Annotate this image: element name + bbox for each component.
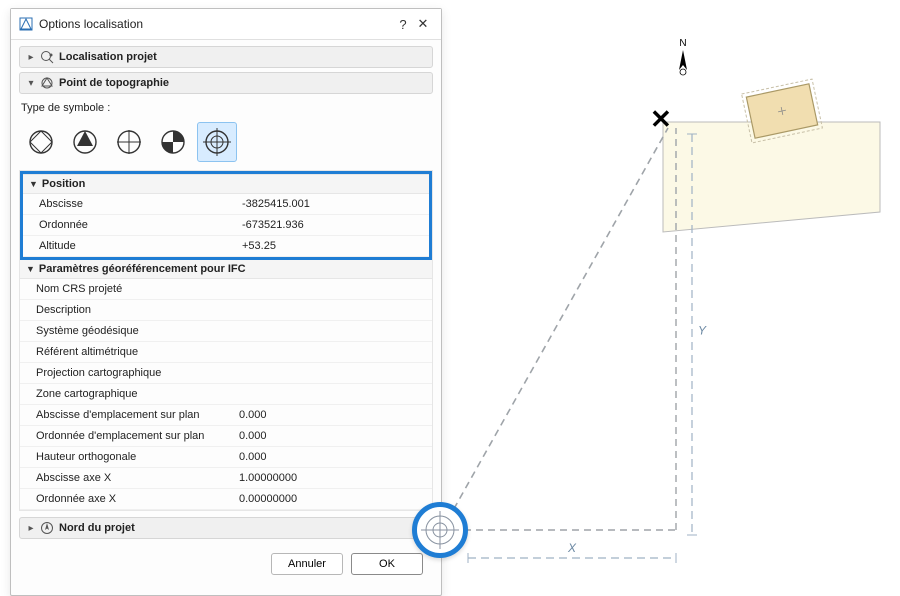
titlebar: Options localisation ? ✕ — [11, 9, 441, 40]
position-rows: Abscisse-3825415.001Ordonnée-673521.936A… — [23, 194, 429, 257]
chevron-right-icon: ▸ — [26, 523, 36, 534]
section-nord-projet[interactable]: ▸ Nord du projet — [19, 517, 433, 539]
property-key: Projection cartographique — [20, 365, 235, 381]
section-point-topographie[interactable]: ▾ Point de topographie — [19, 72, 433, 94]
dialog-body: ▸ Localisation projet ▾ Point de topogra… — [11, 40, 441, 595]
property-key: Zone cartographique — [20, 386, 235, 402]
dimension-x-label: X — [567, 541, 577, 555]
property-row: Ordonnée d'emplacement sur plan0.000 — [20, 426, 432, 447]
group-ifc[interactable]: ▼ Paramètres géoréférencement pour IFC — [20, 260, 432, 279]
property-key: Système géodésique — [20, 323, 235, 339]
property-key: Description — [20, 302, 235, 318]
property-row: Ordonnée axe X0.00000000 — [20, 489, 432, 510]
symbol-option-3[interactable] — [109, 122, 149, 162]
property-key: Hauteur orthogonale — [20, 449, 235, 465]
symbol-option-1[interactable] — [21, 122, 61, 162]
property-row: Système géodésique — [20, 321, 432, 342]
property-key: Nom CRS projeté — [20, 281, 235, 297]
property-key: Abscisse — [23, 196, 238, 212]
property-row: Altitude+53.25 — [23, 236, 429, 257]
property-row: Nom CRS projeté — [20, 279, 432, 300]
property-key: Ordonnée d'emplacement sur plan — [20, 428, 235, 444]
symbol-option-5[interactable] — [197, 122, 237, 162]
property-row: Référent altimétrique — [20, 342, 432, 363]
compass-label: N — [679, 38, 686, 49]
property-key: Abscisse d'emplacement sur plan — [20, 407, 235, 423]
property-key: Ordonnée axe X — [20, 491, 235, 507]
symbol-option-4[interactable] — [153, 122, 193, 162]
property-row: Abscisse-3825415.001 — [23, 194, 429, 215]
chevron-right-icon: ▸ — [26, 52, 36, 63]
cancel-button[interactable]: Annuler — [271, 553, 343, 575]
group-label: Position — [42, 178, 85, 190]
position-highlight: ▼ Position Abscisse-3825415.001Ordonnée-… — [20, 171, 432, 260]
survey-point-marker: ✕ — [650, 104, 672, 135]
dimension-y-label: Y — [698, 324, 707, 338]
property-row: Abscisse d'emplacement sur plan0.000 — [20, 405, 432, 426]
property-row: Ordonnée-673521.936 — [23, 215, 429, 236]
symbol-type-label: Type de symbole : — [19, 98, 433, 120]
options-localisation-dialog: Options localisation ? ✕ ▸ Localisation … — [10, 8, 442, 596]
section-label: Nord du projet — [59, 522, 135, 534]
dialog-footer: Annuler OK — [19, 543, 433, 587]
property-key: Abscisse axe X — [20, 470, 235, 486]
chevron-down-icon: ▾ — [26, 78, 36, 89]
site-diagram: N Y X ✕ — [380, 30, 890, 570]
triangle-down-icon: ▼ — [26, 264, 35, 274]
globe-pin-icon — [40, 50, 54, 64]
origin-marker — [412, 502, 468, 558]
section-label: Localisation projet — [59, 51, 157, 63]
property-row: Abscisse axe X1.00000000 — [20, 468, 432, 489]
group-position[interactable]: ▼ Position — [23, 174, 429, 194]
property-row: Description — [20, 300, 432, 321]
survey-point-icon — [40, 76, 54, 90]
dialog-title: Options localisation — [39, 17, 393, 31]
property-grid: ▼ Position Abscisse-3825415.001Ordonnée-… — [19, 170, 433, 511]
property-key: Référent altimétrique — [20, 344, 235, 360]
group-label: Paramètres géoréférencement pour IFC — [39, 263, 246, 275]
app-icon — [19, 17, 33, 31]
terrain-plot — [663, 122, 880, 232]
diagonal-guide — [442, 128, 668, 530]
section-localisation-projet[interactable]: ▸ Localisation projet — [19, 46, 433, 68]
property-row: Zone cartographique — [20, 384, 432, 405]
compass-icon — [40, 521, 54, 535]
symbol-type-row — [19, 120, 433, 170]
diagram-canvas: N Y X — [380, 30, 890, 570]
symbol-option-2[interactable] — [65, 122, 105, 162]
section-label: Point de topographie — [59, 77, 169, 89]
property-row: Hauteur orthogonale0.000 — [20, 447, 432, 468]
property-row: Projection cartographique — [20, 363, 432, 384]
triangle-down-icon: ▼ — [29, 179, 38, 189]
property-key: Ordonnée — [23, 217, 238, 233]
property-key: Altitude — [23, 238, 238, 254]
ifc-rows: Nom CRS projeté Description Système géodés… — [20, 279, 432, 510]
north-compass: N — [679, 38, 687, 75]
